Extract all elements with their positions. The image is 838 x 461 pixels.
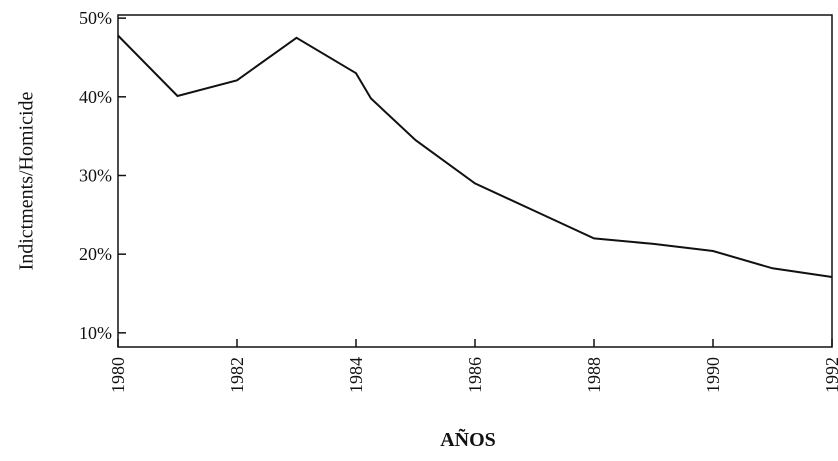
y-tick-label: 30% xyxy=(79,165,112,185)
x-axis-title: AÑOS xyxy=(440,428,496,451)
x-tick-label: 1992 xyxy=(822,357,838,393)
x-tick-label: 1984 xyxy=(346,357,366,393)
y-tick-label: 20% xyxy=(79,244,112,264)
line xyxy=(117,34,833,278)
y-tick-label: 10% xyxy=(79,323,112,343)
y-axis-title: Indictments/Homicide xyxy=(16,91,38,270)
x-tick-label: 1982 xyxy=(227,357,247,393)
x-tick-label: 1990 xyxy=(703,357,723,393)
x-tick-label: 1988 xyxy=(584,357,604,393)
y-tick-label: 40% xyxy=(79,87,112,107)
x-tick-label: 1980 xyxy=(108,357,128,393)
y-tick-label: 50% xyxy=(79,8,112,28)
x-tick-label: 1986 xyxy=(465,357,485,393)
plot-frame xyxy=(117,14,833,348)
